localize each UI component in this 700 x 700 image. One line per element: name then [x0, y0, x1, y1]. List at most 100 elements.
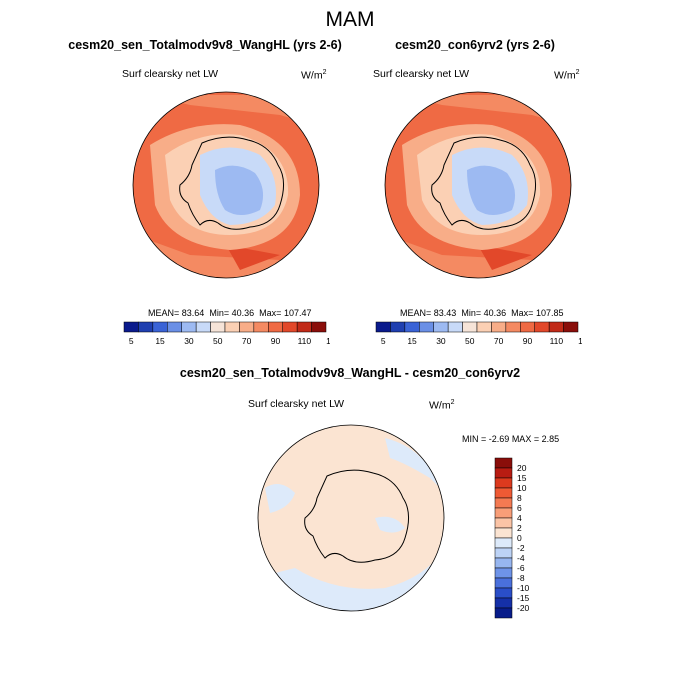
colorbar-tick-label: 90	[271, 336, 281, 346]
colorbar-swatch	[494, 517, 513, 529]
map-border	[132, 91, 320, 279]
contour-band	[265, 484, 295, 513]
colorbar-swatch	[433, 321, 449, 333]
contour-band	[375, 516, 405, 533]
colorbar-tick-label: 4	[517, 513, 522, 523]
colorbar-tick-label: -4	[517, 553, 525, 563]
colorbar-swatch	[138, 321, 154, 333]
panel-3-stats: MIN = -2.69 MAX = 2.85	[462, 434, 560, 444]
contour-band	[467, 165, 516, 215]
contour-band	[215, 165, 264, 215]
colorbar-swatch	[123, 321, 139, 333]
colorbar-swatch	[195, 321, 211, 333]
colorbar-tick-label: 110	[550, 336, 564, 346]
colorbar-swatch	[494, 527, 513, 539]
colorbar-tick-label: 130	[578, 336, 582, 346]
panel-2-units: W/m2	[554, 69, 580, 82]
colorbar-tick-label: 15	[517, 473, 527, 483]
colorbar-swatch	[462, 321, 478, 333]
panel-1-polar-map	[132, 91, 320, 279]
panel-2-variable-label: Surf clearsky net LW	[373, 68, 470, 80]
colorbar-swatch	[494, 557, 513, 569]
colorbar-tick-label: 8	[517, 493, 522, 503]
colorbar-tick-label: 6	[517, 503, 522, 513]
panel-1-stats: MEAN= 83.64 Min= 40.36 Max= 107.47	[148, 308, 312, 318]
colorbar-tick-label: 30	[436, 336, 446, 346]
colorbar-tick-label: 50	[465, 336, 475, 346]
colorbar-swatch	[494, 497, 513, 509]
colorbar-swatch	[534, 321, 550, 333]
colorbar-swatch	[494, 457, 513, 469]
panel-1-units: W/m2	[301, 69, 327, 82]
colorbar-tick-label: 5	[129, 336, 134, 346]
colorbar-tick-label: 15	[155, 336, 165, 346]
colorbar-tick-label: 130	[326, 336, 330, 346]
colorbar-swatch	[167, 321, 182, 333]
colorbar-tick-label: 70	[494, 336, 504, 346]
contour-band	[226, 245, 280, 270]
colorbar-swatch	[494, 467, 513, 479]
colorbar-swatch	[494, 487, 513, 499]
colorbar-swatch	[210, 321, 226, 333]
panel-3-variable-label: Surf clearsky net LW	[248, 398, 345, 410]
colorbar-tick-label: 10	[517, 483, 527, 493]
panel-1-title: cesm20_sen_Totalmodv9v8_WangHL (yrs 2-6)	[68, 38, 342, 52]
colorbar-swatch	[491, 321, 507, 333]
colorbar-swatch	[494, 577, 513, 589]
coastline	[304, 469, 409, 563]
panel-1-colorbar: 5 15 30 50 70 90 110 130	[123, 321, 330, 346]
colorbar-tick-label: -8	[517, 573, 525, 583]
figure-title: MAM	[325, 8, 375, 31]
colorbar-tick-label: 20	[517, 463, 527, 473]
colorbar-tick-label: -10	[517, 583, 530, 593]
colorbar-tick-label: -20	[517, 603, 530, 613]
panel-2-title: cesm20_con6yrv2 (yrs 2-6)	[395, 38, 555, 52]
colorbar-swatch	[494, 567, 513, 579]
colorbar-swatch	[494, 547, 513, 559]
colorbar-swatch	[476, 321, 492, 333]
colorbar-tick-label: 50	[213, 336, 223, 346]
panel-2-colorbar: 5 15 30 50 70 90 110 130	[375, 321, 582, 346]
colorbar-tick-label: -2	[517, 543, 525, 553]
colorbar-swatch	[419, 321, 434, 333]
colorbar-swatch	[268, 321, 283, 333]
colorbar-swatch	[494, 477, 513, 489]
colorbar-swatch	[563, 321, 579, 333]
colorbar-swatch	[494, 597, 513, 609]
panel-2-stats: MEAN= 83.43 Min= 40.36 Max= 107.85	[400, 308, 564, 318]
colorbar-tick-label: -15	[517, 593, 530, 603]
colorbar-swatch	[152, 321, 168, 333]
colorbar-tick-label: 110	[298, 336, 312, 346]
colorbar-tick-label: 15	[407, 336, 417, 346]
colorbar-tick-label: 70	[242, 336, 252, 346]
colorbar-swatch	[548, 321, 564, 333]
coastline	[431, 136, 536, 230]
colorbar-tick-label: 5	[381, 336, 386, 346]
colorbar-swatch	[390, 321, 406, 333]
map-border	[384, 91, 572, 279]
colorbar-swatch	[447, 321, 463, 333]
coastline	[179, 136, 284, 230]
colorbar-tick-label: 0	[517, 533, 522, 543]
colorbar-tick-label: 90	[523, 336, 533, 346]
panel-3-polar-map	[257, 424, 445, 612]
colorbar-swatch	[224, 321, 240, 333]
colorbar-swatch	[520, 321, 535, 333]
colorbar-tick-label: -6	[517, 563, 525, 573]
colorbar-tick-label: 2	[517, 523, 522, 533]
colorbar-swatch	[404, 321, 420, 333]
panel-3-title: cesm20_sen_Totalmodv9v8_WangHL - cesm20_…	[179, 366, 521, 380]
colorbar-swatch	[375, 321, 391, 333]
panel-1-variable-label: Surf clearsky net LW	[122, 68, 219, 80]
colorbar-swatch	[494, 607, 513, 619]
colorbar-swatch	[181, 321, 197, 333]
colorbar-swatch	[494, 507, 513, 519]
colorbar-tick-label: 30	[184, 336, 194, 346]
contour-band	[478, 245, 532, 270]
colorbar-swatch	[253, 321, 269, 333]
contour-band	[385, 438, 440, 488]
panel-2-polar-map	[384, 91, 572, 279]
colorbar-swatch	[505, 321, 521, 333]
colorbar-swatch	[282, 321, 298, 333]
